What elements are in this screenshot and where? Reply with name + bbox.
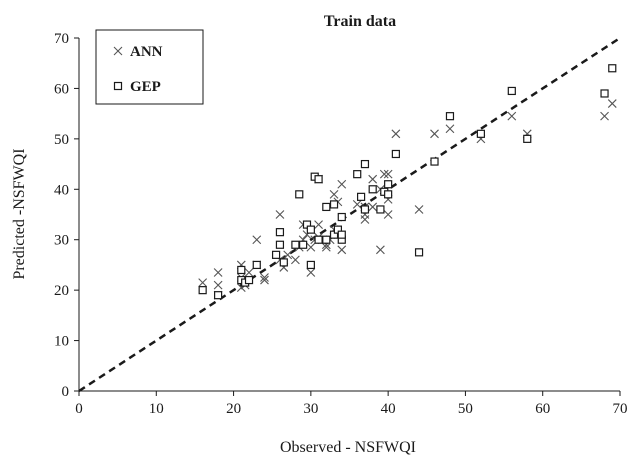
- gep-point: [384, 190, 393, 199]
- gep-point: [337, 230, 346, 239]
- gep-point: [507, 86, 516, 96]
- y-axis-title: Predicted -NSFWQI: [11, 148, 28, 279]
- gep-point: [271, 250, 281, 259]
- ann-point: [314, 220, 323, 229]
- legend-items: [113, 46, 123, 91]
- ann-point: [383, 210, 393, 219]
- axes-layer: [78, 38, 620, 392]
- gep-point: [430, 157, 439, 166]
- data-points-layer: [198, 64, 617, 300]
- ann-point: [414, 205, 424, 214]
- x-tick-label: 0: [75, 401, 83, 417]
- gep-point: [600, 89, 609, 98]
- legend-box: [95, 29, 204, 105]
- gep-point: [608, 64, 617, 73]
- gep-point: [306, 260, 315, 270]
- gep-point: [329, 200, 339, 209]
- ticks-layer: 0 10 20 30 40 50 60 70 0 10 20 30 40 50 60 70: [54, 31, 628, 417]
- gep-point: [360, 205, 370, 214]
- gep-point: [252, 260, 261, 270]
- ann-point: [368, 174, 378, 184]
- x-axis-title: Observed - NSFWQI: [280, 439, 416, 456]
- gep-point: [368, 185, 377, 194]
- gep-point: [306, 225, 315, 234]
- ann-point: [379, 169, 389, 179]
- ann-point: [275, 210, 285, 219]
- gep-point: [314, 235, 323, 244]
- gep-point: [322, 202, 331, 212]
- gep-point: [384, 180, 393, 189]
- gep-point: [337, 212, 346, 222]
- ann-point: [291, 255, 300, 265]
- ann-point: [600, 111, 609, 121]
- gep-point: [414, 248, 424, 257]
- y-tick-label: 50: [54, 132, 69, 148]
- ann-point: [337, 245, 347, 255]
- gep-point: [314, 175, 323, 184]
- ann-point: [213, 268, 223, 277]
- ann-point: [306, 268, 316, 277]
- gep-point: [291, 240, 300, 249]
- gep-point: [275, 228, 285, 237]
- ann-point: [607, 99, 617, 108]
- ann-point: [283, 250, 293, 260]
- gep-point: [198, 286, 207, 295]
- ann-point: [306, 242, 316, 252]
- gep-point: [360, 159, 370, 169]
- gep-point: [445, 112, 455, 121]
- x-tick-label: 10: [149, 401, 164, 417]
- gep-point: [275, 240, 285, 249]
- ann-point: [337, 179, 347, 189]
- gep-point: [295, 190, 304, 199]
- y-tick-label: 0: [62, 384, 70, 400]
- x-tick-label: 30: [303, 401, 318, 417]
- ann-point: [321, 242, 331, 252]
- legend-marker-ann: [113, 46, 123, 56]
- ann-point: [252, 235, 262, 245]
- y-tick-label: 70: [54, 31, 69, 47]
- ann-point: [260, 273, 269, 282]
- ann-point: [213, 280, 223, 290]
- x-tick-label: 70: [613, 401, 628, 417]
- y-tick-label: 30: [54, 233, 69, 249]
- ann-point: [198, 278, 208, 287]
- gep-point: [244, 275, 254, 285]
- ann-point: [260, 275, 269, 285]
- gep-point: [279, 258, 288, 267]
- legend: ANN GEP: [95, 29, 204, 105]
- gep-point: [237, 265, 246, 275]
- x-tick-label: 40: [381, 401, 396, 417]
- ann-point: [376, 245, 385, 255]
- y-tick-label: 60: [54, 81, 69, 97]
- gep-point: [299, 240, 308, 249]
- ann-point: [329, 189, 339, 199]
- ann-point: [383, 169, 393, 179]
- legend-marker-gep: [113, 81, 123, 91]
- x-tick-label: 20: [226, 401, 241, 417]
- ann-point: [244, 268, 254, 277]
- ann-point: [445, 124, 455, 134]
- ann-point: [507, 111, 517, 121]
- y-tick-label: 10: [54, 334, 69, 350]
- gep-point: [356, 192, 366, 201]
- y-tick-label: 40: [54, 182, 69, 198]
- legend-label-ann: ANN: [130, 44, 163, 60]
- gep-point: [391, 149, 400, 159]
- gep-point: [523, 134, 532, 143]
- gep-point: [353, 170, 362, 179]
- ann-point: [368, 202, 378, 212]
- x-tick-label: 60: [535, 401, 550, 417]
- gep-point: [322, 235, 331, 244]
- x-tick-label: 50: [458, 401, 473, 417]
- gep-point: [476, 129, 485, 138]
- gep-point: [376, 205, 385, 214]
- ann-point: [430, 129, 439, 139]
- gep-point: [214, 291, 223, 300]
- chart-title: Train data: [324, 13, 396, 30]
- ann-point: [352, 200, 362, 209]
- y-tick-label: 20: [54, 283, 69, 299]
- ann-point: [391, 129, 401, 139]
- legend-label-gep: GEP: [130, 79, 161, 95]
